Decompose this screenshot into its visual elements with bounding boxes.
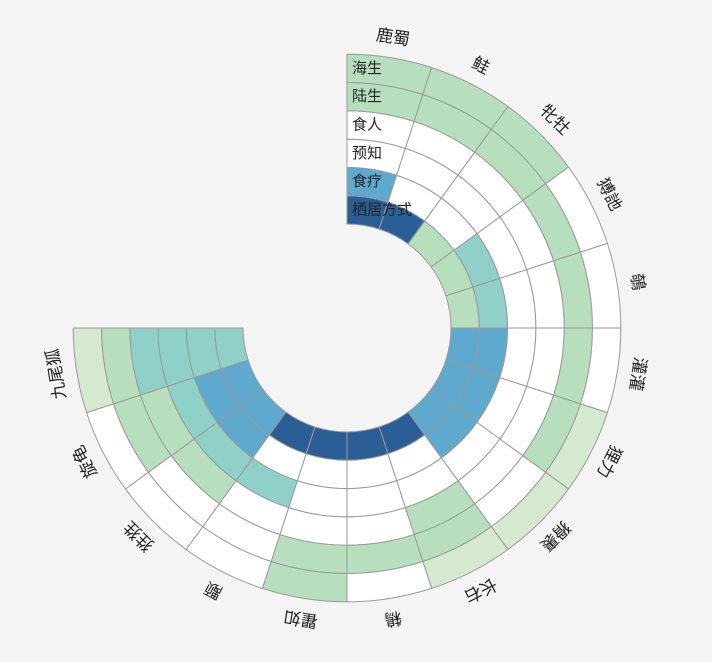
ring-labels: 栖居方式 食疗 预知 食人 陆生 海生 — [352, 59, 412, 219]
category-label: 鵸 — [626, 272, 648, 292]
ring-label: 食人 — [352, 115, 382, 133]
category-label: 鴸 — [383, 607, 403, 629]
category-label: 瞿如 — [283, 606, 320, 631]
category-label: 狌狌 — [120, 517, 158, 555]
ring-label: 栖居方式 — [352, 200, 412, 218]
ring-label: 食疗 — [352, 172, 382, 190]
category-label: 灌灌 — [625, 356, 650, 393]
category-label: 鲑 — [468, 53, 492, 79]
category-label: 猾裹 — [536, 517, 574, 555]
category-label: 猼訑 — [592, 175, 625, 214]
category-label: 长右 — [461, 573, 500, 606]
category-label: 颙 — [202, 577, 226, 603]
ring-label: 海生 — [352, 59, 382, 77]
category-label: 九尾狐 — [43, 347, 71, 401]
ring-label: 预知 — [352, 144, 382, 162]
ring-label: 陆生 — [352, 87, 382, 105]
category-label: 鹿蜀 — [375, 25, 412, 50]
heatmap-cells — [72, 53, 622, 603]
category-label: 旋龟 — [69, 442, 102, 481]
heat-cell — [72, 327, 115, 414]
category-label: 狸力 — [592, 442, 625, 481]
category-label: 牝牡 — [536, 101, 574, 139]
